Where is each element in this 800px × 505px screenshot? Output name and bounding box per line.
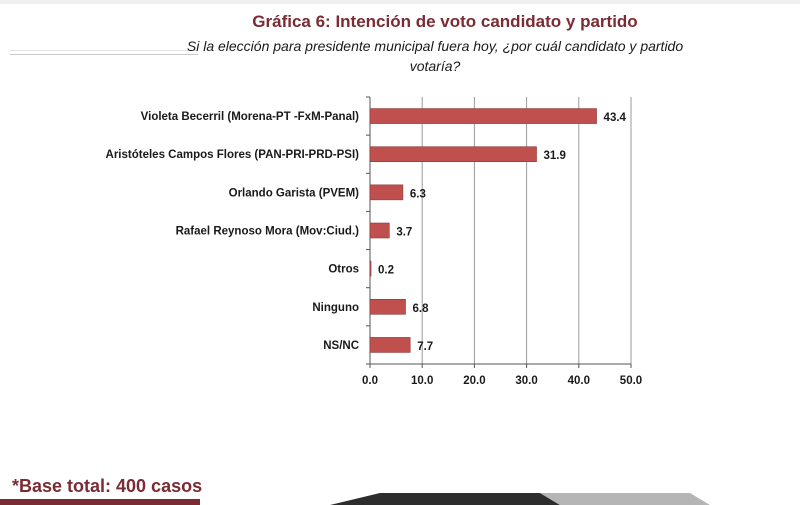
bar xyxy=(369,260,372,277)
x-tick-label: 30.0 xyxy=(515,375,537,387)
category-label: Aristóteles Campos Flores (PAN-PRI-PRD-P… xyxy=(106,149,360,161)
bar xyxy=(369,184,404,201)
bar xyxy=(369,146,537,163)
category-label: Orlando Garista (PVEM) xyxy=(229,187,360,199)
value-label: 7.7 xyxy=(417,341,433,353)
category-label: Otros xyxy=(328,264,359,276)
value-label: 6.8 xyxy=(412,303,429,315)
bar-chart: 0.0 10.0 20.0 30.0 40.0 50.0 Violeta Becerril … xyxy=(106,96,642,387)
value-label: 3.7 xyxy=(396,227,412,239)
x-tick-label: 40.0 xyxy=(568,375,590,387)
bar xyxy=(369,298,406,315)
x-tick-label: 0.0 xyxy=(362,375,378,387)
category-label: Rafael Reynoso Mora (Mov:Ciud.) xyxy=(176,226,360,238)
category-label: Ninguno xyxy=(312,302,359,314)
chart-subtitle: Si la elección para presidente municipal… xyxy=(186,38,684,74)
bar xyxy=(369,337,411,353)
x-tick-label: 10.0 xyxy=(411,375,433,387)
bar xyxy=(369,108,597,124)
base-footnote: *Base total: 400 casos xyxy=(12,476,203,496)
value-label: 43.4 xyxy=(604,112,627,124)
chart-title: Gráfica 6: Intención de voto candidato y… xyxy=(252,12,638,31)
x-tick-label: 20.0 xyxy=(463,375,485,387)
top-frame xyxy=(0,0,800,4)
bar xyxy=(369,222,390,239)
decorative-lines xyxy=(10,50,198,58)
category-label: NS/NC xyxy=(323,340,359,352)
value-label: 0.2 xyxy=(378,265,394,277)
x-tick-label: 50.0 xyxy=(620,375,642,387)
category-label: Violeta Becerril (Morena-PT -FxM-Panal) xyxy=(141,111,360,123)
value-label: 6.3 xyxy=(410,188,426,200)
value-label: 31.9 xyxy=(544,150,566,162)
